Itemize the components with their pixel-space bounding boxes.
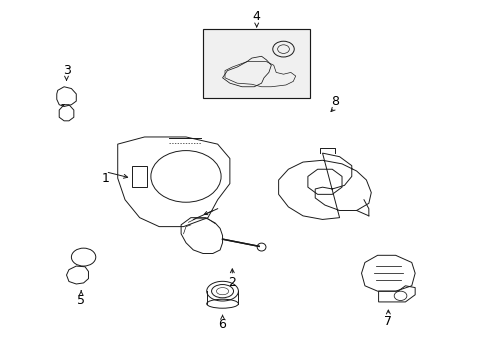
Text: 3: 3 xyxy=(62,64,70,77)
Text: 7: 7 xyxy=(384,315,391,328)
Text: 1: 1 xyxy=(102,172,109,185)
Bar xyxy=(203,30,310,98)
Text: 2: 2 xyxy=(228,276,236,289)
Text: 8: 8 xyxy=(330,95,338,108)
Text: 4: 4 xyxy=(252,10,260,23)
Text: 5: 5 xyxy=(77,294,85,307)
Text: 6: 6 xyxy=(218,318,226,331)
